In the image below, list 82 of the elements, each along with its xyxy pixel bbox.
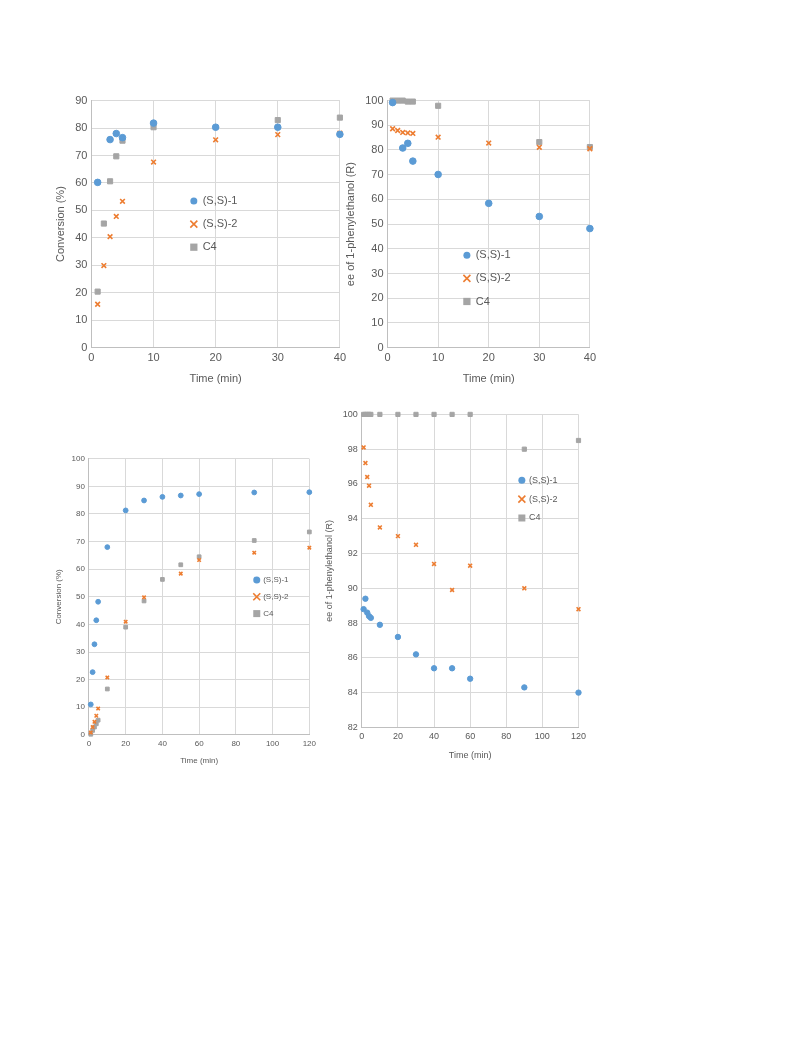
y-tick-label: 40: [75, 230, 88, 243]
y-tick-label: 10: [75, 313, 88, 326]
x-tick-label: 20: [209, 351, 222, 364]
y-tick-label: 88: [347, 617, 358, 628]
y-tick-label: 50: [371, 217, 384, 230]
x-tick-label: 40: [583, 351, 597, 364]
legend-label: C4: [529, 512, 541, 523]
x-axis-title: Time (min): [462, 372, 515, 385]
x-tick-label: 100: [265, 738, 280, 748]
y-tick-label: 96: [347, 478, 358, 489]
x-tick-label: 40: [429, 731, 440, 742]
x-tick-label: 10: [432, 351, 445, 364]
y-tick-label: 20: [75, 285, 88, 298]
y-tick-label: 10: [76, 702, 86, 712]
legend-label: (S,S)-1: [202, 194, 238, 207]
y-tick-label: 94: [347, 513, 358, 524]
y-axis-title: Conversion (%): [53, 186, 66, 263]
x-tick-label: 120: [302, 738, 317, 748]
y-tick-label: 30: [371, 266, 384, 279]
x-tick-label: 60: [194, 738, 205, 748]
y-tick-label: 30: [76, 647, 86, 657]
legend-label: (S,S)-2: [475, 271, 511, 284]
x-tick-label: 30: [271, 351, 284, 364]
legend-label: C4: [202, 240, 217, 253]
y-tick-label: 30: [75, 258, 88, 271]
y-tick-label: 40: [76, 619, 86, 629]
x-tick-label: 60: [465, 731, 476, 742]
y-tick-label: 70: [75, 148, 88, 161]
y-tick-label: 50: [75, 203, 88, 216]
y-tick-label: 80: [76, 509, 86, 519]
y-tick-label: 20: [371, 291, 384, 304]
legend-label: (S,S)-2: [529, 493, 558, 504]
y-tick-label: 86: [347, 652, 358, 663]
y-tick-label: 82: [347, 721, 358, 732]
y-tick-label: 90: [371, 118, 384, 131]
y-tick-label: 100: [342, 408, 358, 419]
x-axis-title: Time (min): [448, 750, 492, 761]
y-tick-label: 40: [371, 241, 384, 254]
y-tick-label: 90: [347, 582, 358, 593]
y-tick-label: 100: [365, 93, 384, 106]
x-tick-label: 30: [533, 351, 546, 364]
y-tick-label: 84: [347, 687, 358, 698]
x-tick-label: 80: [231, 738, 241, 748]
y-tick-label: 90: [76, 481, 86, 491]
x-tick-label: 0: [359, 731, 365, 742]
y-tick-label: 0: [81, 340, 88, 353]
y-tick-label: 80: [75, 121, 88, 134]
y-tick-label: 70: [76, 536, 86, 546]
y-tick-label: 10: [371, 315, 384, 328]
y-tick-label: 60: [76, 564, 86, 574]
x-tick-label: 80: [501, 731, 512, 742]
y-tick-label: 90: [75, 93, 88, 106]
x-tick-label: 40: [157, 738, 168, 748]
x-tick-label: 40: [333, 351, 347, 364]
y-tick-label: 100: [71, 454, 86, 463]
legend-label: (S,S)-1: [529, 474, 558, 485]
x-axis-title: Time (min): [180, 756, 219, 766]
x-tick-label: 10: [147, 351, 160, 364]
x-tick-label: 20: [482, 351, 495, 364]
y-axis-title: Conversion (%): [54, 568, 63, 625]
y-tick-label: 50: [76, 592, 86, 601]
x-tick-label: 100: [534, 731, 550, 742]
y-tick-label: 60: [75, 175, 88, 188]
y-tick-label: 20: [76, 674, 86, 684]
legend-label: C4: [475, 294, 490, 307]
y-tick-label: 92: [347, 548, 358, 558]
y-tick-label: 70: [371, 167, 384, 180]
legend-label: (S,S)-1: [263, 575, 290, 585]
y-tick-label: 80: [371, 143, 384, 156]
y-axis-title: ee of 1-phenylethanol (R): [323, 520, 334, 622]
legend-label: (S,S)-2: [263, 592, 290, 601]
y-tick-label: 60: [371, 192, 384, 205]
x-tick-label: 20: [121, 738, 131, 748]
x-tick-label: 20: [392, 731, 403, 742]
legend-label: (S,S)-1: [475, 248, 511, 261]
legend-label: C4: [263, 608, 274, 618]
x-axis-title: Time (min): [189, 372, 242, 385]
y-axis-title: ee of 1-phenylethanol (R): [343, 162, 356, 287]
x-tick-label: 120: [570, 731, 587, 742]
y-tick-label: 98: [347, 443, 358, 454]
legend-label: (S,S)-2: [202, 217, 238, 230]
y-tick-label: 0: [377, 340, 384, 353]
